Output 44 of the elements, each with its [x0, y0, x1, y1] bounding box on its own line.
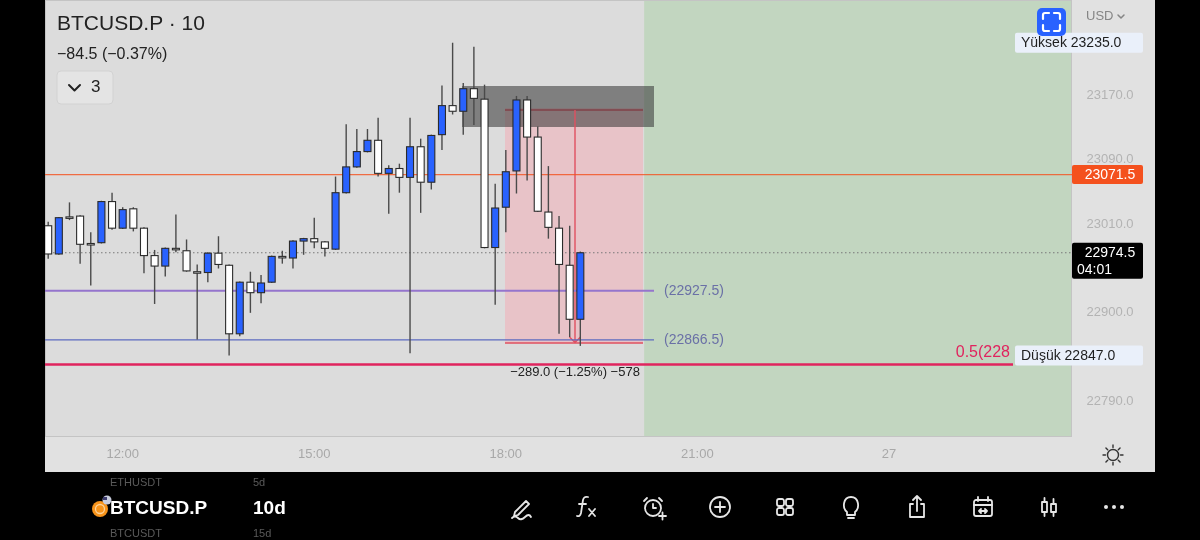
text: −84.5 (−0.37%)	[57, 45, 168, 62]
candlestick	[86, 231, 95, 287]
candlestick	[161, 246, 170, 278]
candlestick	[129, 206, 138, 233]
x-tick-label: 15:00	[297, 446, 331, 462]
candlestick	[193, 263, 202, 341]
annotation: 3	[91, 77, 101, 97]
candlestick	[544, 165, 553, 240]
candlestick	[352, 128, 361, 169]
candlestick	[469, 46, 478, 126]
ref-line-label: (22866.5)	[664, 330, 724, 347]
annotation: 0.5(228	[955, 343, 1011, 361]
annotation: −289.0 (−1.25%) −578	[510, 364, 640, 379]
text: 5d	[253, 476, 266, 488]
candlestick	[150, 249, 159, 305]
text: BTCUSD.P	[110, 497, 208, 518]
candlestick	[448, 42, 457, 116]
text: USD	[1086, 8, 1114, 24]
x-tick-label: 27	[881, 446, 897, 462]
candlestick	[288, 239, 298, 270]
ref-line-label: 22974.5	[1084, 243, 1136, 260]
candlestick	[459, 82, 468, 136]
candlestick	[384, 164, 393, 215]
text: 15d	[253, 527, 272, 539]
ref-line-label: 23071.5	[1084, 165, 1136, 182]
text: BTCUSDT	[110, 527, 163, 539]
text: 04:01	[1077, 260, 1113, 277]
text: BTCUSD.P · 10	[57, 11, 205, 34]
annotation: Düşük 22847.0	[1021, 346, 1116, 363]
candlestick	[214, 235, 223, 270]
candlestick	[118, 206, 127, 230]
x-tick-label: 21:00	[681, 446, 714, 462]
candlestick	[395, 162, 404, 194]
candlestick	[203, 251, 212, 283]
x-tick-label: 12:00	[106, 446, 139, 462]
candlestick	[256, 274, 266, 304]
annotation: Yüksek 23235.0	[1021, 33, 1122, 50]
text: ETHUSDT	[110, 476, 163, 488]
text: 10d	[253, 497, 286, 518]
x-tick-label: 18:00	[489, 446, 523, 462]
candlestick	[182, 238, 191, 273]
ref-line-label: (22927.5)	[664, 281, 724, 298]
candlestick	[246, 271, 255, 314]
candlestick	[310, 216, 319, 250]
